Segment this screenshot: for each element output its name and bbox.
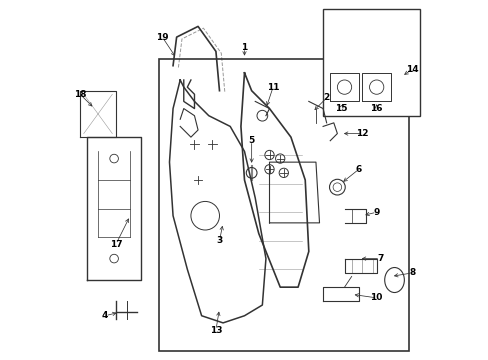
Text: 16: 16: [370, 104, 382, 113]
Text: 11: 11: [266, 83, 279, 92]
Text: 14: 14: [405, 65, 418, 74]
Text: 18: 18: [74, 90, 86, 99]
Text: 4: 4: [102, 311, 108, 320]
Text: 17: 17: [109, 240, 122, 249]
Text: 7: 7: [376, 254, 383, 263]
Text: 9: 9: [373, 208, 379, 217]
Bar: [323, 9, 419, 116]
Text: 5: 5: [248, 136, 254, 145]
Text: 19: 19: [156, 33, 168, 42]
Text: 1: 1: [241, 43, 247, 52]
Text: 10: 10: [370, 293, 382, 302]
Bar: [159, 59, 408, 351]
Text: 12: 12: [355, 129, 368, 138]
Text: 2: 2: [323, 93, 329, 102]
Text: 15: 15: [334, 104, 346, 113]
Text: 3: 3: [216, 236, 222, 245]
Text: 13: 13: [209, 325, 222, 334]
Text: 6: 6: [355, 165, 361, 174]
Text: 8: 8: [408, 268, 415, 277]
